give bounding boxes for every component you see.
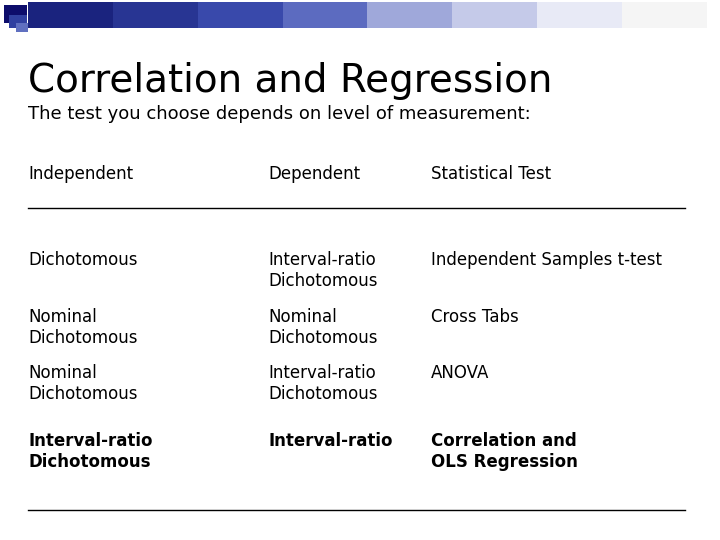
Bar <box>367 2 452 28</box>
Bar <box>4 5 27 23</box>
Bar <box>283 2 367 28</box>
Text: Statistical Test: Statistical Test <box>431 165 552 183</box>
Text: Interval-ratio
Dichotomous: Interval-ratio Dichotomous <box>269 251 378 290</box>
Text: Correlation and
OLS Regression: Correlation and OLS Regression <box>431 432 578 471</box>
Bar <box>198 2 283 28</box>
Text: Independent Samples t-test: Independent Samples t-test <box>431 251 662 269</box>
Text: Cross Tabs: Cross Tabs <box>431 308 519 326</box>
Text: Interval-ratio: Interval-ratio <box>269 432 393 450</box>
Text: Nominal
Dichotomous: Nominal Dichotomous <box>269 308 378 347</box>
Text: Independent: Independent <box>28 165 133 183</box>
Text: Nominal
Dichotomous: Nominal Dichotomous <box>28 308 138 347</box>
Bar <box>537 2 622 28</box>
Bar <box>9 15 27 28</box>
Text: Interval-ratio
Dichotomous: Interval-ratio Dichotomous <box>269 364 378 403</box>
Text: Nominal
Dichotomous: Nominal Dichotomous <box>28 364 138 403</box>
Text: Correlation and Regression: Correlation and Regression <box>28 62 553 100</box>
Bar <box>113 2 198 28</box>
Text: Dichotomous: Dichotomous <box>28 251 138 269</box>
Bar <box>622 2 706 28</box>
Bar <box>28 2 113 28</box>
Text: Interval-ratio
Dichotomous: Interval-ratio Dichotomous <box>28 432 153 471</box>
Text: Dependent: Dependent <box>269 165 361 183</box>
Bar <box>452 2 537 28</box>
Text: The test you choose depends on level of measurement:: The test you choose depends on level of … <box>28 105 531 123</box>
Text: ANOVA: ANOVA <box>431 364 490 382</box>
Bar <box>16 23 28 32</box>
